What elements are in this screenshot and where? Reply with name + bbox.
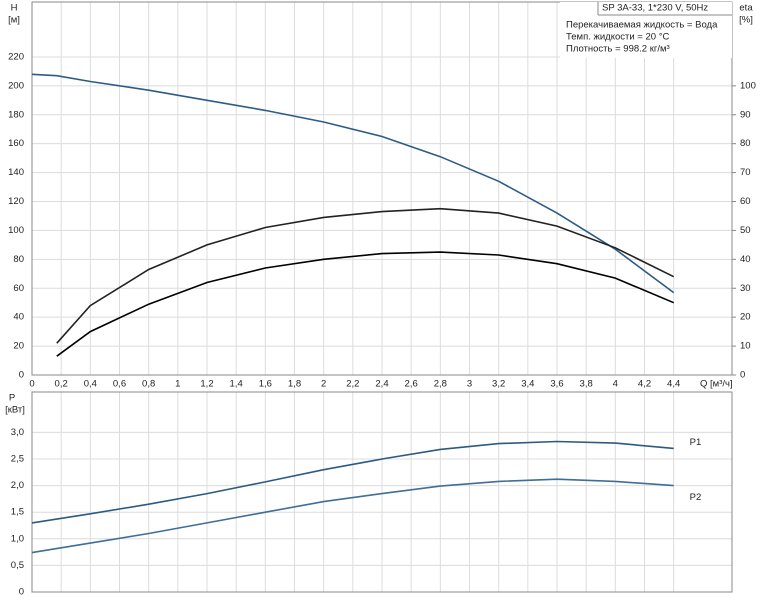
y2-label: [%] bbox=[739, 15, 753, 26]
x-tick-label: 0,8 bbox=[142, 379, 155, 390]
x-label: Q [м³/ч] bbox=[700, 379, 733, 390]
y-tick-label: 3,0 bbox=[11, 427, 24, 438]
annotation: Перекачиваемая жидкость = Вода bbox=[566, 20, 718, 31]
x-tick-label: 2,4 bbox=[375, 379, 388, 390]
y2-tick-label: 20 bbox=[740, 312, 751, 323]
y-label: P bbox=[9, 393, 15, 404]
y2-tick-label: 80 bbox=[740, 138, 751, 149]
y-tick-label: 20 bbox=[13, 341, 24, 352]
y-tick-label: 2,0 bbox=[11, 480, 24, 491]
x-tick-label: 2 bbox=[321, 379, 326, 390]
x-tick-label: 0 bbox=[29, 379, 34, 390]
bottom-frame bbox=[31, 391, 733, 593]
y-tick-label: 220 bbox=[8, 51, 24, 62]
y-label: H bbox=[11, 3, 18, 14]
legend-label: P2 bbox=[690, 492, 702, 503]
y2-tick-label: 10 bbox=[740, 341, 751, 352]
x-tick-label: 0,6 bbox=[113, 379, 126, 390]
x-tick-label: 2,6 bbox=[405, 379, 418, 390]
y-tick-label: 80 bbox=[13, 254, 24, 265]
y2-tick-label: 30 bbox=[740, 283, 751, 294]
y-tick-label: 0,5 bbox=[11, 560, 24, 571]
y2-label: eta bbox=[739, 3, 753, 14]
y-tick-label: 2,5 bbox=[11, 454, 24, 465]
y-tick-label: 160 bbox=[8, 138, 24, 149]
x-tick-label: 3,6 bbox=[550, 379, 563, 390]
curve bbox=[31, 73, 675, 294]
x-tick-label: 1,6 bbox=[259, 379, 272, 390]
y2-tick-label: 0 bbox=[740, 370, 745, 381]
x-tick-label: 1,8 bbox=[288, 379, 301, 390]
y2-tick-label: 70 bbox=[740, 167, 751, 178]
x-tick-label: 3,2 bbox=[492, 379, 505, 390]
annotation: SP 3A-33, 1*230 V, 50Hz bbox=[602, 3, 708, 14]
x-tick-label: 2,8 bbox=[434, 379, 447, 390]
y2-tick-label: 90 bbox=[740, 109, 751, 120]
x-tick-label: 4 bbox=[613, 379, 618, 390]
x-tick-label: 2,2 bbox=[346, 379, 359, 390]
y-tick-label: 100 bbox=[8, 225, 24, 236]
y-tick-label: 40 bbox=[13, 312, 24, 323]
x-tick-label: 4,2 bbox=[638, 379, 651, 390]
top-frame bbox=[31, 1, 733, 376]
x-tick-label: 3,4 bbox=[521, 379, 534, 390]
y2-tick-label: 60 bbox=[740, 196, 751, 207]
y-tick-label: 120 bbox=[8, 196, 24, 207]
curve bbox=[56, 251, 675, 357]
y-tick-label: 200 bbox=[8, 80, 24, 91]
y-tick-label: 60 bbox=[13, 283, 24, 294]
x-tick-label: 3 bbox=[467, 379, 472, 390]
x-tick-label: 3,8 bbox=[580, 379, 593, 390]
x-tick-label: 0,4 bbox=[84, 379, 97, 390]
annotation: Плотность = 998.2 кг/м³ bbox=[566, 44, 670, 55]
info-box bbox=[560, 2, 732, 58]
y-tick-label: 0 bbox=[19, 370, 24, 381]
x-tick-label: 1,2 bbox=[200, 379, 213, 390]
curve bbox=[31, 478, 674, 554]
y-label: [м] bbox=[8, 15, 20, 26]
y-tick-label: 140 bbox=[8, 167, 24, 178]
curve bbox=[31, 440, 674, 524]
y2-tick-label: 40 bbox=[740, 254, 751, 265]
legend-label: P1 bbox=[690, 437, 702, 448]
y2-tick-label: 50 bbox=[740, 225, 751, 236]
y-label: [кВт] bbox=[5, 405, 25, 416]
x-tick-label: 4,4 bbox=[667, 379, 680, 390]
y-tick-label: 180 bbox=[8, 109, 24, 120]
curve bbox=[56, 207, 675, 344]
x-tick-label: 1,4 bbox=[230, 379, 243, 390]
x-tick-label: 1 bbox=[175, 379, 180, 390]
x-tick-label: 0,2 bbox=[55, 379, 68, 390]
y-tick-label: 1,5 bbox=[11, 507, 24, 518]
y-tick-label: 0 bbox=[19, 587, 24, 598]
annotation: Темп. жидкости = 20 °C bbox=[566, 32, 669, 43]
y-tick-label: 1,0 bbox=[11, 533, 24, 544]
y2-tick-label: 100 bbox=[740, 80, 756, 91]
